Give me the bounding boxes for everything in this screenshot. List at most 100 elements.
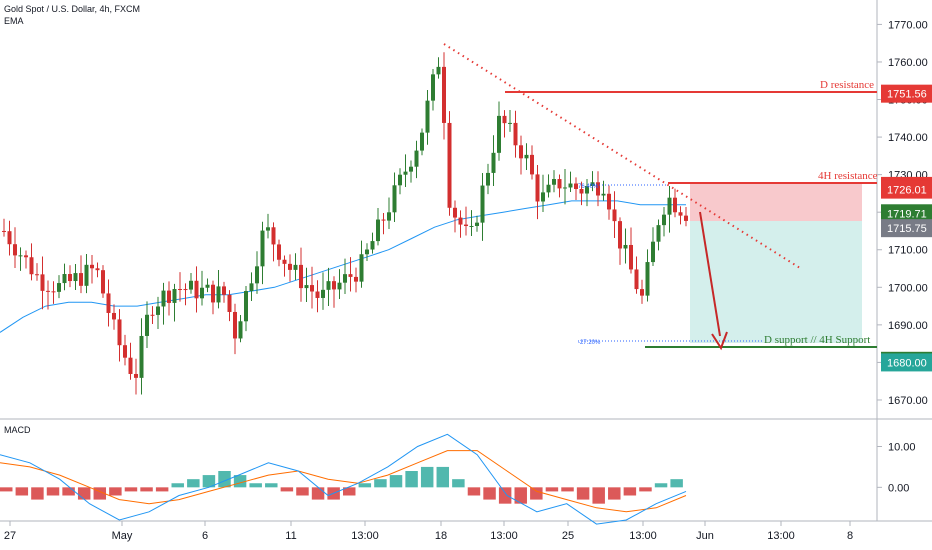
symbol-title[interactable]: Gold Spot / U.S. Dollar, 4h, FXCM — [4, 4, 141, 14]
macd-histogram-bar — [15, 487, 29, 496]
macd-histogram-bar — [670, 479, 683, 488]
candle-body — [277, 244, 281, 260]
macd-histogram-bar — [0, 487, 13, 492]
candle-body — [18, 255, 23, 257]
candle-body — [315, 291, 320, 298]
price-tick-label: 1770.00 — [888, 19, 928, 31]
price-badge — [881, 353, 932, 372]
time-tick-label: 18 — [435, 530, 447, 542]
candle-body — [475, 222, 479, 226]
candle-body — [629, 244, 633, 270]
macd-histogram-bar — [31, 487, 44, 500]
macd-histogram-bar — [265, 483, 278, 488]
candle-body — [497, 115, 501, 153]
candle-body — [348, 274, 353, 277]
candle-body — [343, 274, 347, 283]
candle-body — [601, 193, 606, 196]
macd-tick-label: 0.00 — [888, 482, 909, 494]
macd-histogram-bar — [498, 487, 512, 504]
price-tick-label: 1760.00 — [888, 57, 928, 69]
time-tick-label: 13:00 — [490, 530, 518, 542]
candle-body — [513, 122, 518, 146]
candle-body — [293, 264, 298, 270]
candle-body — [332, 281, 336, 290]
macd-histogram-bar — [249, 483, 262, 488]
candle-body — [420, 132, 424, 151]
candle-body — [68, 274, 72, 282]
candle-body — [161, 290, 166, 307]
candle-body — [612, 209, 617, 222]
candle-body — [178, 289, 182, 291]
time-tick-label: 13:00 — [629, 530, 657, 542]
projection-arrow-shaft[interactable] — [699, 211, 721, 337]
macd-histogram-bar — [452, 479, 465, 488]
macd-histogram-bar — [623, 487, 637, 496]
candle-body — [35, 274, 39, 276]
candle-body — [216, 286, 221, 303]
candle-body — [574, 183, 578, 189]
ema-legend[interactable]: EMA — [4, 16, 24, 26]
macd-histogram-bar — [608, 487, 621, 500]
price-tick-label: 1700.00 — [888, 282, 928, 294]
time-tick-label: 13:00 — [351, 530, 379, 542]
candle-body — [403, 171, 408, 175]
macd-histogram-bar — [420, 466, 434, 488]
candle-body — [524, 154, 529, 159]
candle-body — [321, 289, 325, 298]
candle-body — [205, 284, 210, 288]
candle-body — [106, 293, 111, 313]
candle-body — [458, 217, 463, 225]
candle-body — [409, 166, 413, 172]
candle-body — [370, 241, 375, 250]
candle-body — [508, 122, 512, 124]
candle-body — [145, 314, 149, 336]
candle-body — [381, 219, 386, 221]
trendline[interactable] — [443, 43, 801, 269]
candle-body — [62, 274, 67, 284]
macd-histogram-bar — [592, 487, 605, 504]
candle-body — [40, 274, 45, 291]
candle-body — [623, 244, 628, 249]
candle-body — [469, 225, 474, 227]
macd-histogram-bar — [436, 466, 450, 488]
candle-body — [684, 215, 688, 221]
macd-histogram-bar — [202, 475, 216, 488]
macd-axis[interactable]: 0.00 10.00 — [877, 442, 916, 495]
stop-zone[interactable] — [690, 183, 862, 221]
time-axis[interactable]: 27 May 6 11 13:00 18 13:00 25 13:00 Jun 13:00 8 — [4, 521, 853, 542]
candle-body — [392, 185, 397, 213]
candle-body — [304, 285, 309, 289]
price-badges: 1751.561727.001726.011719.711715.751680.… — [881, 84, 932, 372]
macd-histogram-bar — [530, 487, 543, 500]
target-zone[interactable] — [690, 221, 862, 343]
candle-body — [453, 207, 457, 218]
candle-body — [194, 280, 199, 299]
macd-histogram-bar — [46, 487, 60, 496]
price-tick-label: 1690.00 — [888, 320, 928, 332]
price-badge-label: 1751.56 — [887, 89, 927, 101]
candle-body — [431, 74, 435, 101]
candle-body — [123, 345, 127, 358]
candle-body — [354, 276, 358, 282]
candle-body — [673, 197, 677, 213]
candle-body — [640, 289, 644, 296]
candle-body — [95, 268, 100, 271]
candle-body — [117, 319, 122, 346]
macd-legend[interactable]: MACD — [4, 425, 31, 435]
candle-body — [585, 185, 589, 194]
candle-body — [227, 294, 232, 312]
time-tick-label: 6 — [202, 530, 208, 542]
candle-body — [299, 264, 303, 289]
candle-body — [579, 188, 584, 194]
candle-body — [590, 182, 595, 186]
candle-body — [596, 182, 600, 196]
candle-body — [73, 273, 78, 282]
macd-histogram-bar — [62, 487, 75, 496]
macd-histogram-bar — [654, 483, 668, 488]
candle-body — [359, 254, 364, 282]
candle-body — [255, 266, 259, 284]
candlestick-series — [2, 52, 688, 395]
candle-body — [376, 219, 380, 242]
candle-body — [651, 241, 655, 263]
